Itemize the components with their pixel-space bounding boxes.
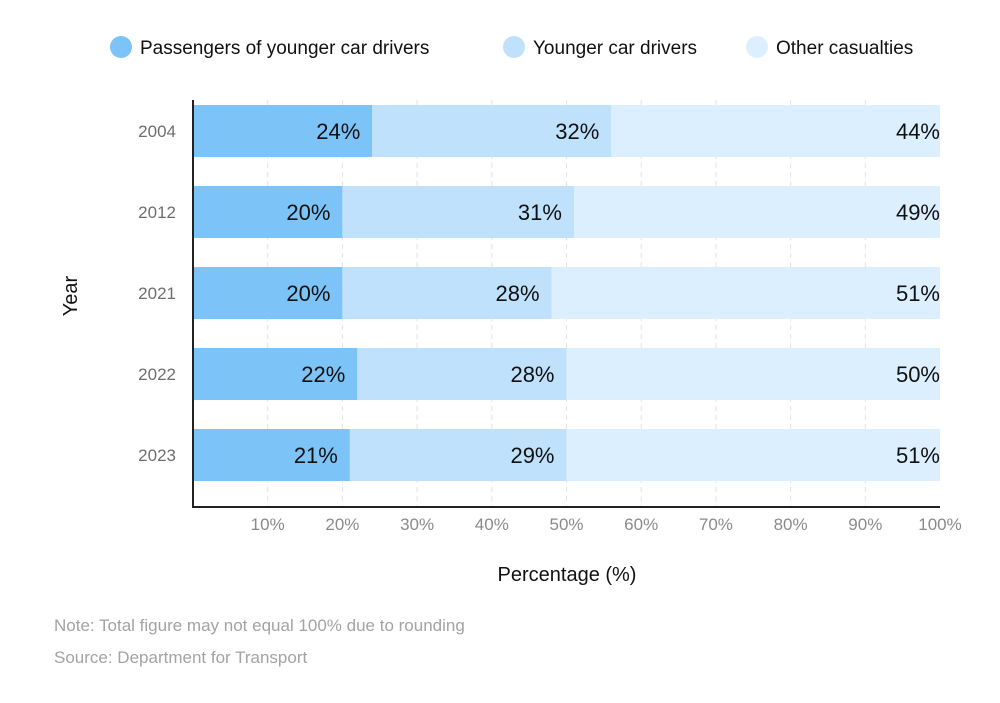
data-label-passengers-of-younger-car-drivers-2023: 21%	[294, 443, 338, 468]
bar-row-2004: 24% 32% 44%	[193, 105, 940, 157]
bar-row-2021: 20% 28% 51%	[193, 267, 940, 319]
x-tick-label-90: 90%	[848, 515, 882, 534]
data-label-younger-car-drivers-2012: 31%	[518, 200, 562, 225]
bar-other-casualties-2023	[566, 429, 940, 481]
category-label-2021: 2021	[138, 284, 176, 303]
legend-label-younger-car-drivers: Younger car drivers	[533, 38, 697, 59]
legend-item-other-casualties: Other casualties	[746, 36, 913, 59]
legend: Passengers of younger car drivers Younger…	[110, 36, 913, 59]
data-label-younger-car-drivers-2021: 28%	[496, 281, 540, 306]
category-label-2023: 2023	[138, 446, 176, 465]
data-label-younger-car-drivers-2022: 28%	[510, 362, 554, 387]
stacked-bar-chart: Passengers of younger car drivers Younger…	[60, 36, 962, 586]
x-tick-label-100: 100%	[918, 515, 961, 534]
bar-row-2022: 22% 28% 50%	[193, 348, 940, 400]
data-label-other-casualties-2023: 51%	[896, 443, 940, 468]
data-label-other-casualties-2012: 49%	[896, 200, 940, 225]
data-label-passengers-of-younger-car-drivers-2021: 20%	[286, 281, 330, 306]
x-tick-label-60: 60%	[624, 515, 658, 534]
bar-row-2023: 21% 29% 51%	[193, 429, 940, 481]
x-tick-labels: 10% 20% 30% 40% 50% 60% 70% 80% 90% 100%	[251, 515, 962, 534]
legend-swatch-passengers-of-younger-car-drivers	[110, 36, 132, 58]
data-label-other-casualties-2022: 50%	[896, 362, 940, 387]
x-tick-label-40: 40%	[475, 515, 509, 534]
legend-label-other-casualties: Other casualties	[776, 38, 913, 59]
data-label-passengers-of-younger-car-drivers-2012: 20%	[286, 200, 330, 225]
bars: 24% 32% 44%20% 31% 49%20% 28% 51%22% 28% 50%21% 2…	[193, 105, 940, 481]
bar-passengers-of-younger-car-drivers-2022	[193, 348, 358, 400]
bar-other-casualties-2004	[611, 105, 940, 157]
category-label-2004: 2004	[138, 122, 176, 141]
bar-other-casualties-2022	[566, 348, 940, 400]
data-label-younger-car-drivers-2023: 29%	[510, 443, 554, 468]
bar-other-casualties-2012	[573, 186, 940, 238]
x-tick-label-30: 30%	[400, 515, 434, 534]
bar-passengers-of-younger-car-drivers-2012	[193, 186, 343, 238]
bar-younger-car-drivers-2022	[357, 348, 567, 400]
x-tick-label-80: 80%	[774, 515, 808, 534]
bar-younger-car-drivers-2004	[372, 105, 612, 157]
bar-passengers-of-younger-car-drivers-2004	[193, 105, 373, 157]
x-tick-label-10: 10%	[251, 515, 285, 534]
bar-row-2012: 20% 31% 49%	[193, 186, 940, 238]
legend-item-passengers-of-younger-car-drivers: Passengers of younger car drivers	[110, 36, 429, 59]
grid-lines	[267, 100, 866, 507]
category-label-2022: 2022	[138, 365, 176, 384]
category-labels: 2004 2012 2021 2022 2023	[138, 122, 176, 465]
data-label-other-casualties-2021: 51%	[896, 281, 940, 306]
legend-item-younger-car-drivers: Younger car drivers	[503, 36, 697, 59]
footnote-rounding: Note: Total figure may not equal 100% du…	[54, 616, 465, 635]
bar-younger-car-drivers-2021	[342, 267, 552, 319]
category-label-2012: 2012	[138, 203, 176, 222]
bar-younger-car-drivers-2012	[342, 186, 574, 238]
data-label-younger-car-drivers-2004: 32%	[555, 119, 599, 144]
data-label-other-casualties-2004: 44%	[896, 119, 940, 144]
bar-passengers-of-younger-car-drivers-2023	[193, 429, 350, 481]
data-label-passengers-of-younger-car-drivers-2004: 24%	[316, 119, 360, 144]
x-tick-label-20: 20%	[325, 515, 359, 534]
legend-swatch-other-casualties	[746, 36, 768, 58]
legend-swatch-younger-car-drivers	[503, 36, 525, 58]
y-axis-title: Year	[60, 275, 82, 316]
bar-other-casualties-2021	[551, 267, 940, 319]
x-tick-label-50: 50%	[549, 515, 583, 534]
bar-younger-car-drivers-2023	[349, 429, 567, 481]
footnote-source: Source: Department for Transport	[54, 648, 308, 667]
bar-passengers-of-younger-car-drivers-2021	[193, 267, 343, 319]
x-tick-label-70: 70%	[699, 515, 733, 534]
x-axis-title: Percentage (%)	[498, 564, 637, 586]
data-label-passengers-of-younger-car-drivers-2022: 22%	[301, 362, 345, 387]
legend-label-passengers-of-younger-car-drivers: Passengers of younger car drivers	[140, 38, 429, 59]
